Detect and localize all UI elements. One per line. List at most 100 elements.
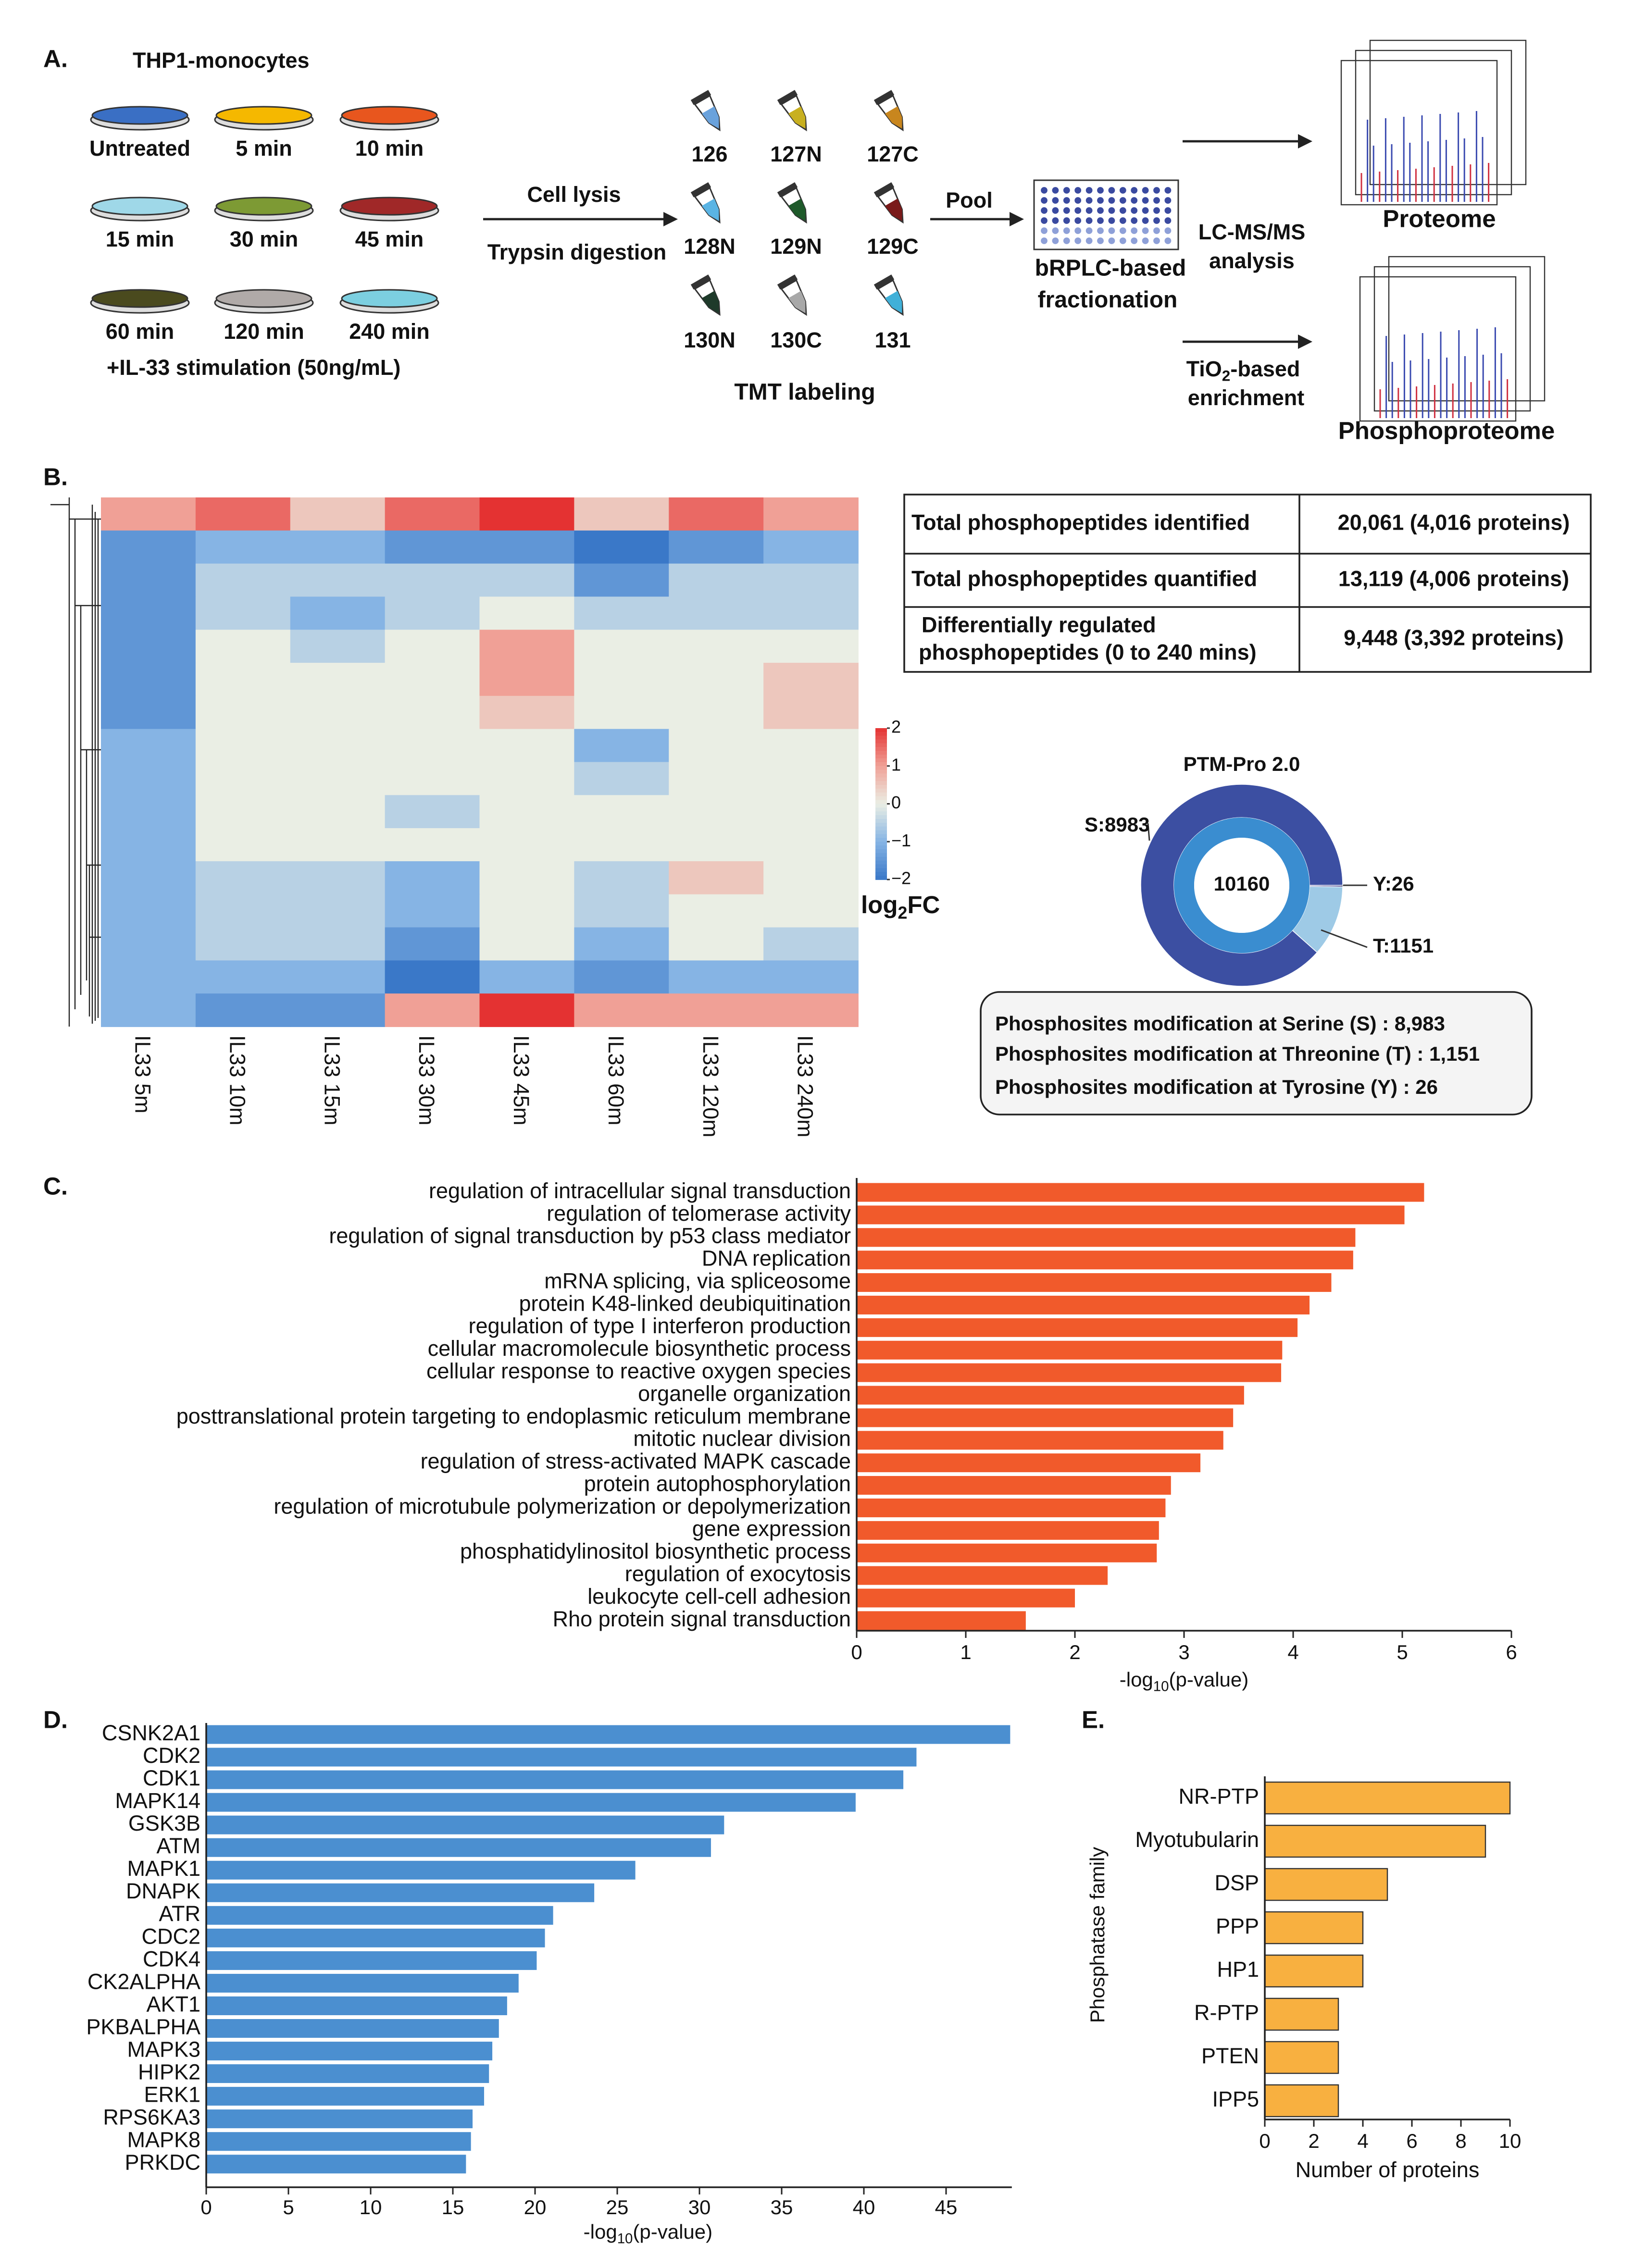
category-label: MAPK8 xyxy=(127,2128,200,2152)
bar xyxy=(206,2019,499,2038)
bar xyxy=(206,1928,545,1947)
heat-cell xyxy=(101,663,196,696)
heat-cell xyxy=(574,563,670,597)
heat-cell xyxy=(195,762,291,796)
heat-cell xyxy=(385,927,480,961)
colorbar-step xyxy=(875,769,887,774)
plate-well xyxy=(1153,187,1160,194)
plate-well xyxy=(1085,207,1093,214)
tube xyxy=(690,274,721,316)
heat-cell xyxy=(669,960,764,994)
plate-well xyxy=(1085,187,1093,194)
plate-well xyxy=(1142,197,1149,204)
heat-cell xyxy=(290,663,386,696)
heat-cell xyxy=(195,927,291,961)
legend-text: Phosphosites modification at Tyrosine (Y… xyxy=(995,1076,1438,1098)
bar xyxy=(857,1498,1166,1517)
colorbar-step xyxy=(875,800,887,805)
dish xyxy=(341,289,438,308)
colorbar-step xyxy=(875,860,887,865)
dendrogram xyxy=(50,497,101,1027)
heat-cell xyxy=(101,960,196,994)
plate-well xyxy=(1052,217,1059,224)
heat-cell xyxy=(479,663,575,696)
tube-fill xyxy=(788,291,806,313)
x-tick-label: 6 xyxy=(1406,2130,1417,2152)
heat-cell xyxy=(574,795,670,829)
stimulation-label: +IL-33 stimulation (50ng/mL) xyxy=(107,355,400,380)
x-axis-label-part: (p-value) xyxy=(1169,1668,1249,1691)
heat-cell xyxy=(195,663,291,696)
colorbar-step xyxy=(875,773,887,778)
x-tick-label: 2 xyxy=(1069,1641,1080,1663)
condition-label: 120 min xyxy=(224,319,304,344)
category-label: leukocyte cell-cell adhesion xyxy=(587,1584,851,1609)
plate-well xyxy=(1041,207,1048,214)
heat-cell xyxy=(669,596,764,631)
plate-well xyxy=(1052,187,1059,194)
heat-cell xyxy=(574,828,670,862)
colorbar-step xyxy=(875,777,887,782)
heat-cell xyxy=(763,960,859,994)
category-label: HIPK2 xyxy=(138,2059,200,2084)
category-label: regulation of exocytosis xyxy=(625,1562,851,1586)
colorbar-step xyxy=(875,735,887,740)
tube-cap xyxy=(690,274,711,290)
bar xyxy=(1264,1911,1364,1945)
heat-cell xyxy=(479,828,575,862)
heat-cell xyxy=(763,563,859,597)
plate-well xyxy=(1074,187,1082,194)
heat-cell xyxy=(669,729,764,763)
colorbar-step xyxy=(875,731,887,736)
x-tick-label: 25 xyxy=(606,2196,629,2218)
plate-well xyxy=(1052,197,1059,204)
category-label: cellular response to reactive oxygen spe… xyxy=(426,1359,851,1383)
colorbar-step xyxy=(875,876,887,880)
tube xyxy=(777,182,807,224)
heat-cell xyxy=(763,729,859,763)
bar xyxy=(857,1566,1108,1585)
column-label: IL33 45m xyxy=(509,1035,534,1126)
table-cell: Total phosphopeptides identified xyxy=(911,510,1250,534)
heat-cell xyxy=(479,729,575,763)
heat-cell xyxy=(290,894,386,928)
tube-cap xyxy=(873,90,895,105)
bar xyxy=(1264,2084,1339,2118)
heat-cell xyxy=(763,497,859,531)
panel-label: A. xyxy=(43,45,68,72)
panel-label: D. xyxy=(43,1706,68,1733)
heat-cell xyxy=(574,695,670,730)
lcms-label: analysis xyxy=(1209,248,1295,273)
plate-well xyxy=(1063,197,1070,204)
category-label: AKT1 xyxy=(146,1992,200,2016)
bar xyxy=(857,1588,1075,1608)
spectrum-frame xyxy=(1359,276,1517,422)
heat-cell xyxy=(385,960,480,994)
colorbar-step xyxy=(875,830,887,835)
bar xyxy=(857,1183,1424,1202)
heat-cell xyxy=(385,993,480,1027)
colorbar-step xyxy=(875,838,887,843)
heat-cell xyxy=(385,762,480,796)
plate-well xyxy=(1063,187,1070,194)
tube-cap xyxy=(690,182,711,198)
bar xyxy=(1264,1954,1364,1988)
category-label: CDK1 xyxy=(143,1766,200,1790)
donut-label: Y:26 xyxy=(1373,872,1414,895)
heat-cell xyxy=(101,861,196,895)
category-label: PRKDC xyxy=(125,2150,200,2175)
category-label: CDK2 xyxy=(143,1743,200,1768)
x-tick-label: 0 xyxy=(851,1641,862,1663)
bar xyxy=(206,2132,471,2151)
category-label: posttranslational protein targeting to e… xyxy=(176,1404,851,1428)
plate-well xyxy=(1108,197,1115,204)
heat-cell xyxy=(101,530,196,564)
category-label: MAPK3 xyxy=(127,2037,200,2061)
heat-cell xyxy=(574,729,670,763)
x-tick-label: 8 xyxy=(1455,2130,1466,2152)
plate-well xyxy=(1108,227,1115,234)
heat-cell xyxy=(101,729,196,763)
tube-cap xyxy=(873,182,895,198)
category-label: organelle organization xyxy=(638,1381,851,1406)
plate-well xyxy=(1153,207,1160,214)
